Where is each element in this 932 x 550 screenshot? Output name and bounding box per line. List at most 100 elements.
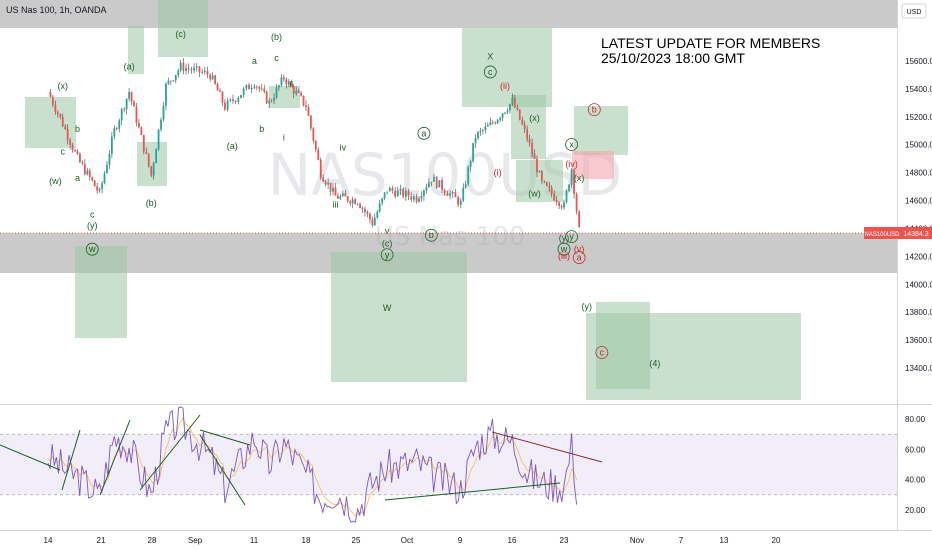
candle-body (209, 74, 212, 80)
candle-body (118, 120, 121, 129)
candle-body (378, 203, 381, 212)
price-tick-label: 13400.0 (905, 364, 932, 373)
candle-body (174, 74, 177, 81)
wave-label: i (283, 133, 285, 143)
candle-body (548, 185, 551, 188)
candle-body (427, 182, 430, 188)
candle-body (275, 87, 278, 98)
candle-body (66, 128, 69, 140)
candle-body (71, 144, 74, 151)
rsi-trendline (61, 429, 81, 491)
wave-label: (v) (574, 244, 585, 254)
candle-body (263, 88, 266, 92)
candle-body (553, 193, 556, 201)
wave-circle (587, 103, 601, 117)
candle-body (359, 204, 361, 209)
candle-body (91, 177, 94, 181)
candle-body (162, 105, 165, 120)
wave-label: w (560, 244, 568, 254)
candle-body (93, 180, 96, 187)
wave-label: b (75, 124, 80, 134)
candle-body (423, 190, 425, 197)
candle-body (477, 131, 479, 139)
wave-circle (85, 242, 99, 256)
candle-body (381, 198, 384, 204)
wave-label: w (88, 244, 96, 254)
candle-body (224, 102, 226, 110)
candle-body (226, 100, 229, 110)
candle-body (179, 62, 182, 71)
candle-body (373, 217, 376, 226)
candle-body (366, 212, 369, 214)
rsi-axis[interactable]: 80.00 60.00 40.00 20.00 (905, 415, 926, 515)
candle-body (59, 113, 62, 117)
candle-body (140, 127, 143, 135)
candle-body (287, 81, 290, 85)
time-tick-label: Oct (401, 536, 414, 545)
candle-body (575, 194, 578, 212)
candle-body (334, 187, 337, 196)
wave-label: b (429, 230, 434, 240)
candle-body (138, 122, 140, 128)
candle-body (486, 125, 489, 127)
candle-body (425, 187, 428, 191)
candle-body (386, 191, 388, 193)
candle-body (145, 151, 148, 154)
candle-body (268, 100, 271, 104)
candle-body (182, 62, 185, 72)
price-tick-label: 15000.0 (905, 141, 932, 150)
candle-body (462, 187, 465, 201)
candle-body (101, 183, 103, 190)
symbol-title[interactable]: US Nas 100, 1h, OANDA (6, 5, 107, 15)
rsi-trendline (199, 434, 246, 506)
candle-body (61, 116, 64, 127)
time-tick-label: 16 (508, 536, 517, 545)
candle-body (305, 105, 307, 108)
time-axis[interactable]: 14 21 28 Sep 11 18 25 Oct 9 16 23 Nov 7 13 20 (44, 536, 781, 545)
rsi-trendline (0, 444, 61, 471)
candle-body (388, 187, 391, 192)
candle-body (324, 181, 327, 185)
candle-body (133, 101, 135, 107)
wave-label: (y) (581, 301, 592, 311)
wave-zone-box (331, 252, 467, 382)
candle-body (157, 129, 160, 150)
candle-body (221, 91, 224, 103)
candle-body (361, 208, 364, 209)
candle-body (49, 91, 52, 98)
wave-circle (380, 248, 394, 262)
wave-zone-box (75, 246, 127, 338)
candle-body (441, 180, 443, 191)
wave-circle (483, 65, 497, 79)
candle-body (69, 139, 72, 145)
candle-body (232, 99, 234, 101)
candle-body (573, 169, 575, 195)
currency-badge[interactable] (901, 3, 927, 19)
candle-body (193, 67, 195, 71)
rsi-indicator (0, 406, 897, 523)
candle-body (368, 213, 371, 220)
candle-body (482, 130, 484, 131)
candle-body (282, 77, 285, 80)
candle-body (506, 110, 509, 113)
candle-body (563, 202, 565, 208)
candle-body (108, 153, 111, 165)
candle-body (327, 182, 330, 185)
candle-body (242, 88, 245, 95)
wave-zone-box (137, 142, 167, 186)
wave-label: c (488, 67, 493, 77)
time-tick-label: 25 (352, 536, 361, 545)
candle-body (499, 117, 502, 120)
candle-body (195, 66, 198, 68)
candle-body (523, 124, 526, 129)
wave-label: y (385, 250, 390, 260)
candle-body (407, 190, 410, 197)
candle-body (260, 88, 263, 90)
candle-body (472, 143, 474, 162)
price-axis[interactable]: 15600.0 15400.0 15200.0 15000.0 14800.0 14600… (905, 57, 932, 373)
candle-body (578, 211, 581, 228)
wave-label: (w) (528, 188, 541, 198)
resistance-band (0, 0, 897, 28)
candle-body (86, 170, 89, 175)
